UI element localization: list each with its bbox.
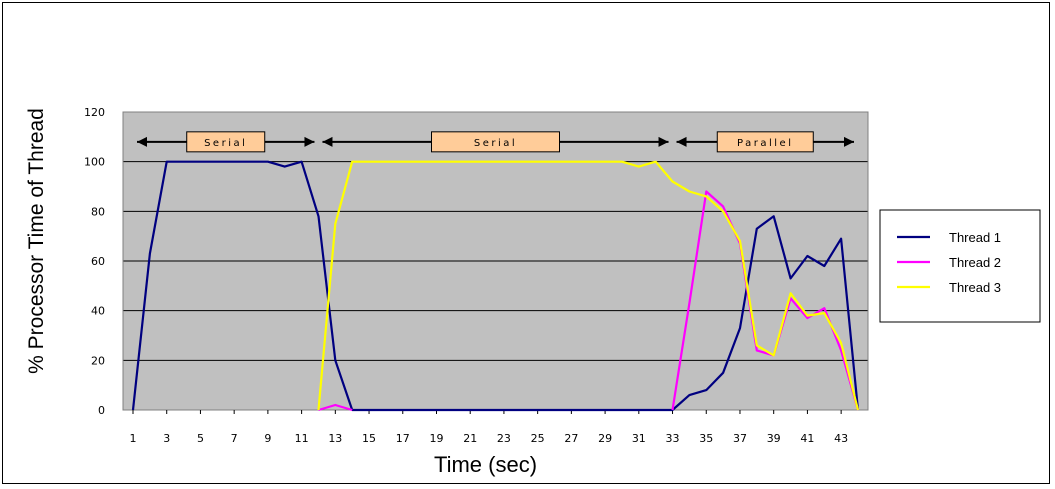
x-tick-label: 13 bbox=[328, 432, 342, 445]
legend-label: Thread 1 bbox=[949, 230, 1001, 245]
phase-annotation-3: Parallel bbox=[676, 131, 854, 153]
x-tick-label: 21 bbox=[463, 432, 477, 445]
legend-label: Thread 2 bbox=[949, 255, 1001, 270]
phase-arrow-right bbox=[304, 136, 315, 147]
x-tick-label: 29 bbox=[598, 432, 612, 445]
phase-annotations: Serial Serial Parallel bbox=[137, 131, 854, 153]
y-axis-ticks: 0 20 40 60 80 100 120 bbox=[84, 106, 105, 417]
x-axis-ticks: 1 3 5 7 9 11 13 15 17 19 21 23 25 27 29 31 33 35 37 39 41 43 bbox=[130, 410, 848, 445]
x-tick-label: 31 bbox=[632, 432, 646, 445]
x-tick-label: 27 bbox=[564, 432, 578, 445]
phase-label-box bbox=[431, 131, 560, 153]
phase-label: Serial bbox=[474, 138, 517, 149]
x-tick-label: 1 bbox=[130, 432, 137, 445]
legend-box bbox=[879, 209, 1041, 323]
legend-item-thread-3: Thread 3 bbox=[897, 280, 1001, 295]
legend-item-thread-2: Thread 2 bbox=[897, 255, 1001, 270]
legend-label: Thread 3 bbox=[949, 280, 1001, 295]
x-tick-label: 39 bbox=[767, 432, 781, 445]
y-tick-label: 0 bbox=[98, 404, 105, 417]
x-tick-label: 7 bbox=[231, 432, 238, 445]
y-tick-label: 40 bbox=[91, 305, 105, 318]
y-tick-label: 120 bbox=[84, 106, 105, 119]
x-tick-label: 17 bbox=[396, 432, 410, 445]
phase-label: Parallel bbox=[737, 138, 793, 149]
x-tick-label: 33 bbox=[666, 432, 680, 445]
phase-label-box bbox=[186, 131, 266, 153]
series-layer bbox=[131, 160, 860, 412]
x-tick-label: 25 bbox=[531, 432, 545, 445]
y-tick-label: 20 bbox=[91, 354, 105, 367]
x-tick-label: 3 bbox=[163, 432, 170, 445]
legend: Thread 1 Thread 2 Thread 3 bbox=[879, 209, 1041, 323]
series-line-thread-3 bbox=[317, 160, 860, 411]
phase-arrow-right bbox=[658, 136, 669, 147]
phase-arrow-left bbox=[676, 136, 687, 147]
series-line-thread-2 bbox=[318, 190, 860, 412]
y-tick-label: 80 bbox=[91, 205, 105, 218]
y-axis-title: % Processor Time of Thread bbox=[25, 108, 48, 374]
phase-annotation-2: Serial bbox=[322, 131, 669, 153]
phase-label: Serial bbox=[204, 138, 247, 149]
phase-arrow-left bbox=[137, 136, 147, 147]
x-tick-label: 37 bbox=[733, 432, 747, 445]
x-tick-label: 15 bbox=[362, 432, 376, 445]
x-tick-label: 41 bbox=[800, 432, 814, 445]
x-tick-label: 5 bbox=[197, 432, 204, 445]
x-tick-label: 35 bbox=[699, 432, 713, 445]
phase-annotation-1: Serial bbox=[137, 131, 315, 153]
phase-arrow-right bbox=[844, 136, 854, 147]
x-tick-label: 23 bbox=[497, 432, 511, 445]
series-line-thread-1 bbox=[131, 160, 860, 412]
x-axis-title: Time (sec) bbox=[434, 452, 537, 477]
legend-item-thread-1: Thread 1 bbox=[897, 230, 1001, 245]
x-tick-label: 43 bbox=[834, 432, 848, 445]
phase-arrow-left bbox=[322, 136, 333, 147]
y-tick-label: 100 bbox=[84, 156, 105, 169]
phase-label-box bbox=[716, 131, 814, 153]
x-tick-label: 19 bbox=[429, 432, 443, 445]
x-tick-label: 9 bbox=[264, 432, 271, 445]
x-tick-label: 11 bbox=[295, 432, 309, 445]
y-tick-label: 60 bbox=[91, 255, 105, 268]
